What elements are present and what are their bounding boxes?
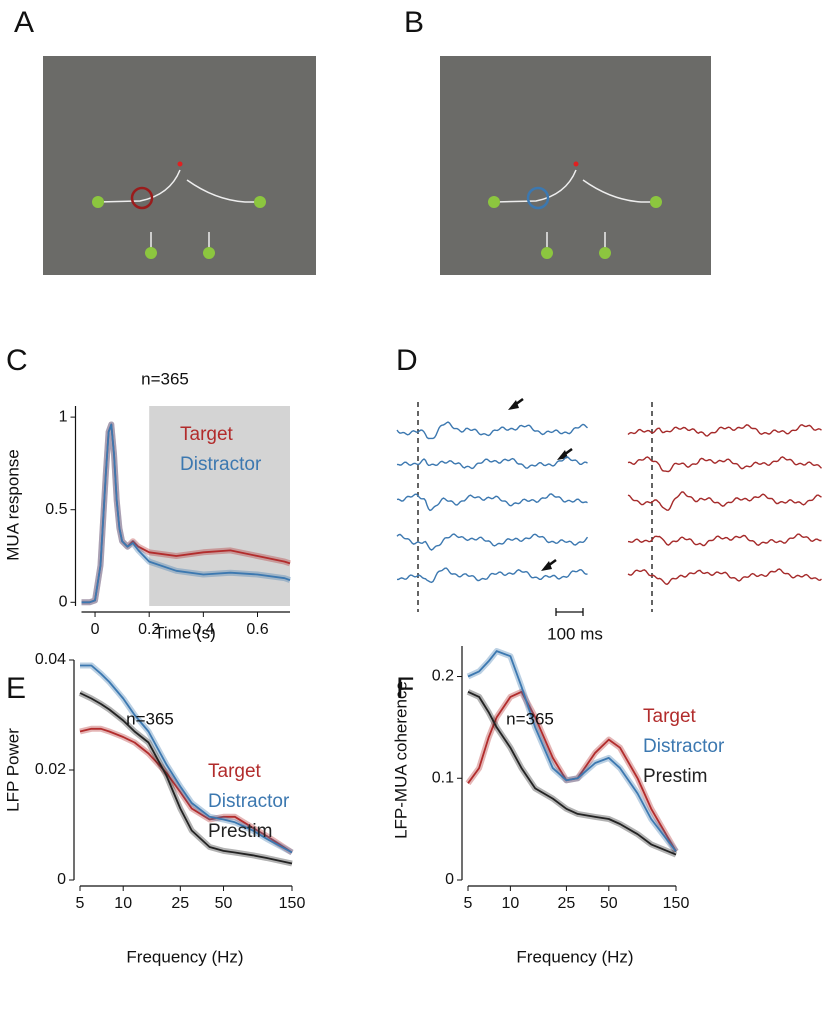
y-axis-label: LFP Power [3,728,22,812]
panel-label: A [14,6,34,39]
panel-label: B [404,6,424,39]
legend-entry: Prestim [643,766,707,787]
trace [396,493,588,512]
y-axis-label: LFP-MUA coherence [391,681,410,839]
x-axis-label: Frequency (Hz) [516,947,633,966]
series-line [80,664,293,854]
x-tick-label: 0.4 [192,621,214,638]
y-axis-label: MUA response [3,449,22,561]
series-line [467,690,677,856]
legend-entry: Distractor [180,454,262,475]
y-tick-label: 0 [59,594,68,611]
x-tick-label: 0.2 [138,621,160,638]
panel-label: C [6,344,28,377]
x-axis-label: Time (s) [154,623,216,642]
y-tick-label: 0.04 [35,651,66,668]
y-tick-label: 0.5 [45,501,67,518]
y-tick-label: 1 [59,408,68,425]
chart-title: n=365 [126,709,174,728]
x-tick-label: 25 [171,895,189,912]
legend-entry: Target [180,424,234,445]
chart-title: n=365 [141,369,189,388]
trace [396,421,588,440]
trace [627,424,822,437]
series-line [79,727,293,854]
x-tick-label: 50 [600,895,618,912]
panel-label: F [396,672,414,705]
trace [627,568,822,586]
legend-entry: Target [643,706,697,727]
trace [396,456,588,470]
y-tick-label: 0.2 [432,668,454,685]
scale-bar-label: 100 ms [547,624,603,643]
x-axis-label: Frequency (Hz) [126,947,243,966]
legend-entry: Distractor [643,736,725,757]
trace [627,456,823,473]
y-tick-label: 0 [57,871,66,888]
x-tick-label: 0 [91,621,100,638]
trace [627,491,822,511]
lfp-traces [396,397,823,616]
x-tick-label: 25 [558,895,576,912]
legend-entry: Distractor [208,791,290,812]
x-tick-label: 10 [114,895,132,912]
series-line [79,692,293,865]
trace [627,533,822,547]
x-tick-label: 50 [215,895,233,912]
y-tick-label: 0.02 [35,761,66,778]
y-tick-label: 0.1 [432,769,454,786]
x-tick-label: 0.6 [246,621,268,638]
chart-title: n=365 [506,709,554,728]
stimulus-a [43,56,316,275]
trace [397,567,588,584]
x-tick-label: 5 [76,895,85,912]
legend-entry: Prestim [208,821,272,842]
stimulus-b [440,56,711,275]
panel-label: D [396,344,418,377]
x-tick-label: 150 [279,895,306,912]
y-tick-label: 0 [445,871,454,888]
legend-entry: Target [208,761,262,782]
x-tick-label: 150 [663,895,690,912]
series-line [81,423,291,604]
series-line [467,690,677,852]
panel-label: E [6,672,26,705]
x-tick-label: 5 [464,895,473,912]
x-tick-label: 10 [501,895,519,912]
trace [396,533,589,551]
series-line [467,650,677,853]
